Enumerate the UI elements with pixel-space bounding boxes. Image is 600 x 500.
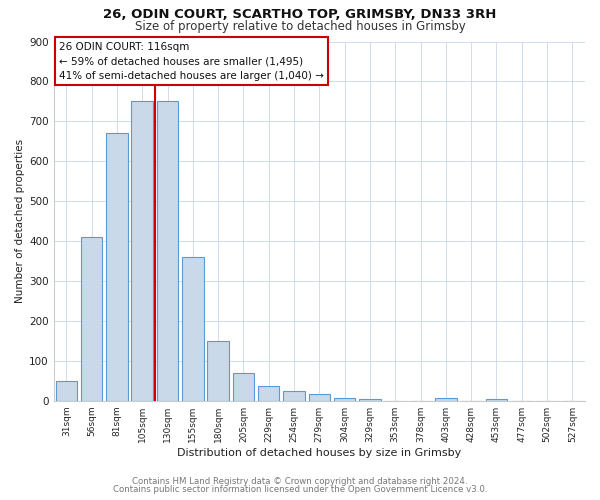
Bar — [283, 390, 305, 400]
Text: 26 ODIN COURT: 116sqm
← 59% of detached houses are smaller (1,495)
41% of semi-d: 26 ODIN COURT: 116sqm ← 59% of detached … — [59, 42, 324, 81]
Bar — [485, 398, 507, 400]
X-axis label: Distribution of detached houses by size in Grimsby: Distribution of detached houses by size … — [177, 448, 461, 458]
Bar — [233, 373, 254, 400]
Bar — [258, 386, 280, 400]
Bar — [308, 394, 330, 400]
Y-axis label: Number of detached properties: Number of detached properties — [15, 139, 25, 303]
Bar — [157, 102, 178, 401]
Text: 26, ODIN COURT, SCARTHO TOP, GRIMSBY, DN33 3RH: 26, ODIN COURT, SCARTHO TOP, GRIMSBY, DN… — [103, 8, 497, 20]
Bar — [359, 398, 380, 400]
Text: Contains HM Land Registry data © Crown copyright and database right 2024.: Contains HM Land Registry data © Crown c… — [132, 477, 468, 486]
Bar — [56, 381, 77, 400]
Bar — [182, 257, 203, 400]
Text: Contains public sector information licensed under the Open Government Licence v3: Contains public sector information licen… — [113, 485, 487, 494]
Bar — [131, 102, 153, 401]
Bar — [81, 237, 103, 400]
Bar — [106, 134, 128, 400]
Bar — [334, 398, 355, 400]
Bar — [435, 398, 457, 400]
Text: Size of property relative to detached houses in Grimsby: Size of property relative to detached ho… — [134, 20, 466, 33]
Bar — [208, 341, 229, 400]
